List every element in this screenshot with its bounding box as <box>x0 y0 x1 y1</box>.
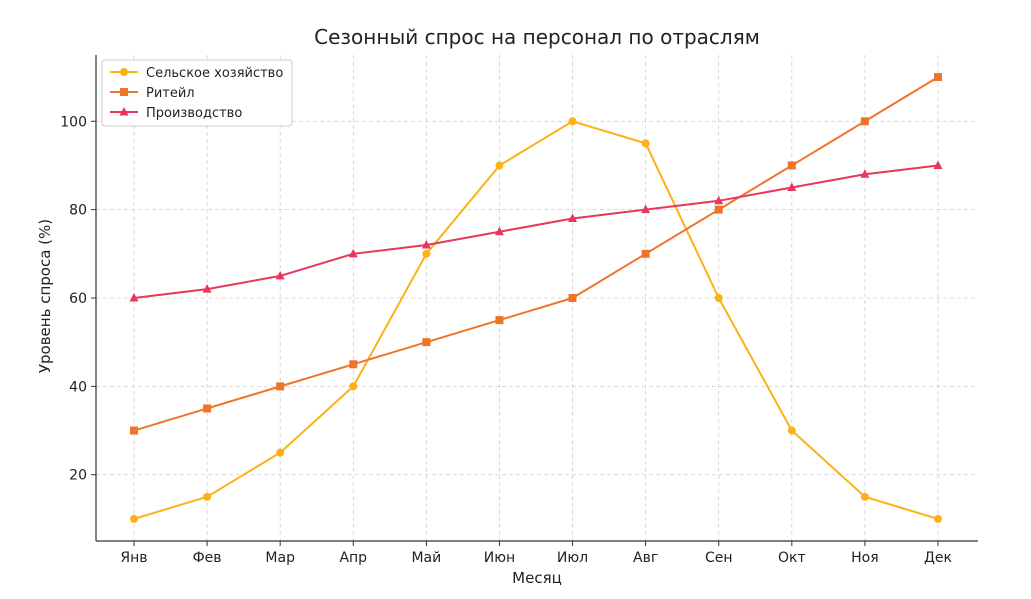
x-tick-label: Дек <box>924 550 952 566</box>
data-point <box>422 338 431 347</box>
data-point <box>568 294 577 302</box>
y-tick-label: 100 <box>60 114 87 130</box>
data-point <box>130 426 138 435</box>
data-point <box>130 514 138 523</box>
series-lines <box>129 73 943 523</box>
x-tick-label: Май <box>411 550 441 566</box>
x-tick-label: Сен <box>705 550 733 566</box>
y-axis-label: Уровень спроса (%) <box>36 219 54 373</box>
data-point <box>203 404 212 413</box>
x-tick-label: Июн <box>484 550 515 566</box>
data-point <box>787 182 797 192</box>
data-point <box>860 492 869 501</box>
axes: Янв Фев Мар Апр Май Июн Июл Авг Сен Окт Ноя Дек 20 40… <box>60 55 978 566</box>
y-tick-label: 60 <box>69 291 87 307</box>
data-point <box>787 161 796 170</box>
data-point <box>421 239 431 249</box>
series-2 <box>130 73 942 435</box>
legend: Сельское хозяйство Ритейл Производство <box>101 59 293 127</box>
chart-title: Сезонный спрос на персонал по отраслям <box>314 25 760 49</box>
data-point <box>641 204 651 214</box>
x-tick-label: Мар <box>265 550 295 566</box>
series-line <box>133 164 939 299</box>
data-point <box>641 139 650 148</box>
data-point <box>348 248 358 258</box>
legend-marker <box>119 107 129 116</box>
data-point <box>714 294 723 302</box>
data-point <box>860 169 870 178</box>
legend-box <box>101 59 293 127</box>
series-line <box>133 76 939 432</box>
x-tick-label: Ноя <box>851 550 879 566</box>
y-tick-label: 80 <box>69 203 87 219</box>
data-point <box>276 382 285 391</box>
y-tick-label: 20 <box>69 468 87 484</box>
series-1 <box>130 117 942 523</box>
data-point <box>129 293 139 302</box>
x-tick-label: Авг <box>633 550 658 566</box>
data-point <box>349 360 358 369</box>
data-point <box>787 426 796 435</box>
x-tick-label: Окт <box>778 550 806 566</box>
series-3 <box>129 160 943 302</box>
x-tick-label: Апр <box>339 550 367 566</box>
data-point <box>860 117 869 126</box>
legend-marker <box>120 68 128 76</box>
data-point <box>568 117 577 126</box>
data-point <box>934 514 942 523</box>
x-tick-label: Июл <box>557 550 588 566</box>
data-point <box>495 316 504 325</box>
data-point <box>202 284 212 293</box>
data-point <box>349 382 358 391</box>
data-point <box>276 448 285 457</box>
legend-marker <box>120 88 128 96</box>
data-point <box>422 249 431 258</box>
data-point <box>275 270 285 280</box>
legend-label: Производство <box>146 106 242 121</box>
x-axis-label: Месяц <box>512 569 562 587</box>
x-tick-label: Фев <box>193 550 222 566</box>
data-point <box>714 205 723 214</box>
data-point <box>568 213 578 222</box>
x-tick-label: Янв <box>120 550 147 566</box>
legend-label: Сельское хозяйство <box>146 66 283 81</box>
data-point <box>714 195 724 205</box>
data-point <box>495 161 504 170</box>
data-point <box>494 226 504 236</box>
grid <box>96 55 978 541</box>
y-tick-label: 40 <box>69 379 87 395</box>
data-point <box>203 492 212 501</box>
series-line <box>133 120 939 520</box>
data-point <box>934 73 942 82</box>
data-point <box>933 160 943 169</box>
legend-label: Ритейл <box>146 86 195 101</box>
data-point <box>641 249 650 258</box>
